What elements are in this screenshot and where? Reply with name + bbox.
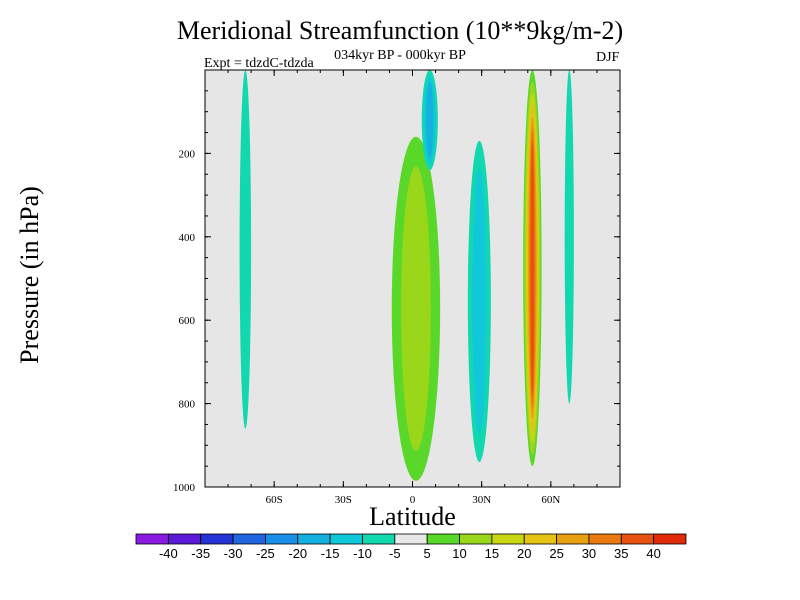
x-tick-label: 60S xyxy=(266,494,283,506)
colorbar-box xyxy=(653,533,687,545)
experiment-label: Expt = tdzdC-tdzda xyxy=(204,56,314,71)
colorbar-label: -35 xyxy=(191,546,210,561)
colorbar-label: 15 xyxy=(485,546,499,561)
x-tick-label: 0 xyxy=(410,494,416,506)
colorbar-label: -40 xyxy=(159,546,178,561)
x-axis-label: Latitude xyxy=(369,502,456,531)
colorbar-label: -10 xyxy=(353,546,372,561)
colorbar-box xyxy=(167,533,202,545)
y-tick-label: 600 xyxy=(179,315,196,327)
colorbar-box xyxy=(588,533,622,545)
x-tick-label: 60N xyxy=(541,494,560,506)
y-tick-label: 400 xyxy=(179,232,196,244)
subtropical-negative-band xyxy=(467,140,491,462)
colorbar-box xyxy=(523,533,557,545)
chart-subtitle: 034kyr BP - 000kyr BP xyxy=(334,48,466,63)
chart-title: Meridional Streamfunction (10**9kg/m-2) xyxy=(176,16,624,45)
colorbar-label: -15 xyxy=(321,546,340,561)
northern-negative-band-level xyxy=(564,70,574,404)
colorbar-box xyxy=(491,533,525,545)
colorbar-label: -20 xyxy=(288,546,307,561)
x-tick-label: 30S xyxy=(335,494,352,506)
southern-polar-band-level xyxy=(239,70,252,429)
colorbar-box xyxy=(620,533,655,545)
season-label: DJF xyxy=(596,50,620,65)
colorbar-box xyxy=(297,533,331,545)
colorbar-label: -25 xyxy=(256,546,275,561)
colorbar-box xyxy=(200,533,234,545)
northern-positive-band-level xyxy=(530,140,535,396)
colorbar-box xyxy=(394,533,428,545)
colorbar-label: 5 xyxy=(424,546,431,561)
colorbar-label: -30 xyxy=(224,546,243,561)
colorbar-box xyxy=(265,533,299,545)
y-tick-label: 1000 xyxy=(173,482,196,494)
colorbar-label: 30 xyxy=(582,546,596,561)
colorbar-label: 10 xyxy=(452,546,466,561)
equatorial-cell-margin-level xyxy=(401,166,431,451)
colorbar-label: 25 xyxy=(549,546,563,561)
colorbar-box xyxy=(426,533,460,545)
y-tick-label: 200 xyxy=(179,148,196,160)
colorbar-box xyxy=(362,533,396,545)
subtropical-negative-band-level xyxy=(472,168,487,435)
colorbar-label: 35 xyxy=(614,546,628,561)
colorbar-label: 40 xyxy=(646,546,660,561)
colorbar-box xyxy=(329,533,363,545)
northern-positive-band xyxy=(523,70,542,467)
equatorial-cell-margin xyxy=(391,136,441,481)
colorbar-box xyxy=(232,533,266,545)
colorbar-box xyxy=(135,533,169,545)
upper-negative-cell xyxy=(421,70,438,171)
colorbar-box xyxy=(556,533,590,545)
y-tick-label: 800 xyxy=(179,399,196,411)
upper-negative-cell-level xyxy=(426,82,434,158)
southern-polar-band xyxy=(239,70,252,429)
colorbar-label: 20 xyxy=(517,546,531,561)
x-tick-label: 30N xyxy=(472,494,491,506)
colorbar-box xyxy=(459,533,493,545)
colorbar-label: -5 xyxy=(389,546,401,561)
northern-negative-band xyxy=(564,70,574,404)
